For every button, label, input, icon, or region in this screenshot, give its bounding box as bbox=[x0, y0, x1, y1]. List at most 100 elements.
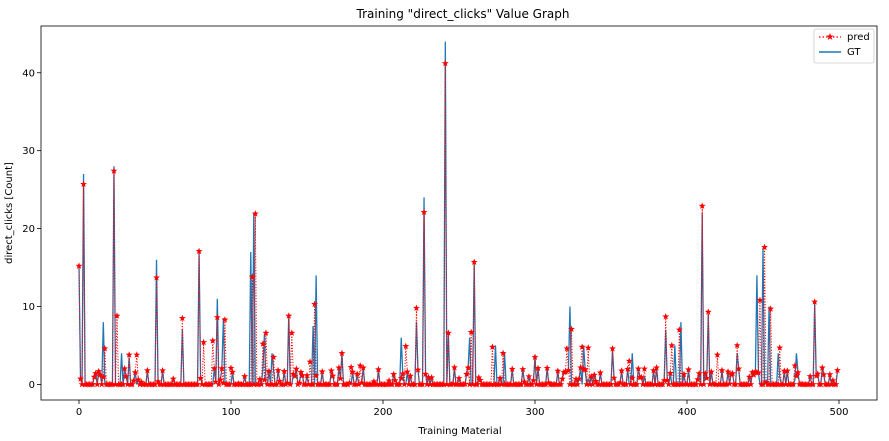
pred-point bbox=[262, 329, 270, 336]
pred-point bbox=[733, 341, 741, 349]
pred-point bbox=[596, 369, 604, 376]
pred-point bbox=[650, 366, 657, 374]
pred-point bbox=[610, 374, 618, 381]
pred-point bbox=[291, 372, 299, 380]
pred-point bbox=[692, 380, 700, 388]
pred-point bbox=[697, 380, 705, 388]
pred-point bbox=[426, 380, 434, 388]
pred-point bbox=[811, 298, 819, 305]
pred-point bbox=[707, 368, 715, 375]
pred-point bbox=[558, 375, 566, 382]
pred-point bbox=[302, 380, 309, 388]
pred-point bbox=[780, 367, 788, 374]
pred-point bbox=[397, 374, 405, 382]
pred-point bbox=[265, 367, 273, 375]
pred-point bbox=[499, 349, 507, 357]
pred-point bbox=[423, 380, 431, 388]
pred-point bbox=[552, 380, 560, 388]
pred-point bbox=[92, 369, 100, 377]
pred-point bbox=[519, 365, 527, 373]
pred-point bbox=[761, 243, 768, 251]
pred-point bbox=[207, 380, 215, 388]
pred-point bbox=[641, 365, 648, 372]
pred-point bbox=[259, 340, 267, 347]
pred-point bbox=[420, 208, 428, 216]
pred-point bbox=[464, 364, 472, 371]
pred-point bbox=[264, 380, 271, 388]
x-tick-label: 200 bbox=[373, 407, 392, 418]
pred-point bbox=[276, 377, 284, 384]
x-axis-label: Training Material bbox=[417, 426, 501, 437]
pred-point bbox=[384, 380, 391, 388]
pred-point bbox=[791, 362, 799, 369]
pred-point bbox=[133, 351, 141, 358]
pred-point bbox=[574, 380, 581, 388]
pred-point bbox=[109, 380, 116, 388]
pred-point bbox=[829, 376, 837, 384]
pred-point bbox=[210, 364, 218, 372]
pred-point bbox=[508, 365, 516, 372]
pred-point bbox=[827, 380, 835, 388]
pred-point bbox=[618, 367, 626, 374]
pred-point bbox=[666, 369, 674, 377]
pred-point bbox=[634, 365, 642, 372]
y-axis: 0 10 20 30 40 bbox=[22, 68, 41, 391]
pred-point bbox=[289, 370, 297, 378]
pred-point bbox=[444, 329, 452, 336]
pred-point bbox=[473, 380, 481, 388]
pred-point bbox=[215, 380, 223, 388]
pred-point bbox=[292, 365, 300, 372]
pred-point bbox=[727, 370, 735, 378]
pred-point bbox=[286, 380, 294, 388]
legend: ★ pred GT bbox=[813, 28, 875, 64]
pred-line bbox=[78, 63, 838, 387]
pred-point bbox=[533, 380, 540, 388]
pred-point bbox=[124, 380, 132, 388]
pred-point bbox=[411, 380, 419, 388]
pred-point bbox=[637, 373, 645, 381]
pred-point bbox=[701, 369, 709, 377]
pred-point bbox=[809, 380, 817, 388]
pred-point bbox=[586, 380, 594, 388]
pred-point bbox=[390, 370, 398, 378]
pred-point bbox=[309, 380, 317, 388]
pred-point bbox=[443, 380, 451, 388]
pred-point bbox=[399, 370, 407, 377]
pred-point bbox=[726, 380, 733, 387]
pred-point bbox=[317, 380, 325, 388]
pred-point bbox=[668, 341, 676, 349]
pred-point bbox=[806, 372, 814, 380]
pred-point bbox=[639, 380, 647, 388]
pred-point bbox=[718, 366, 726, 374]
pred-point bbox=[595, 380, 603, 388]
pred-point bbox=[568, 325, 575, 333]
pred-point bbox=[713, 351, 721, 358]
pred-point bbox=[648, 380, 656, 388]
pred-point bbox=[779, 380, 787, 388]
pred-point bbox=[333, 380, 341, 388]
pred-point bbox=[660, 376, 668, 384]
pred-point bbox=[122, 372, 130, 380]
pred-point bbox=[732, 380, 740, 388]
pred-point bbox=[651, 380, 659, 388]
legend-pred-marker: ★ bbox=[826, 32, 835, 43]
pred-point bbox=[250, 380, 258, 388]
x-tick-label: 100 bbox=[221, 407, 240, 418]
pred-point bbox=[130, 377, 138, 384]
pred-point bbox=[306, 358, 314, 365]
pred-point bbox=[628, 374, 636, 381]
pred-point bbox=[712, 380, 720, 388]
pred-point bbox=[622, 380, 630, 388]
pred-point bbox=[200, 338, 208, 346]
pred-point bbox=[405, 380, 413, 388]
pred-point bbox=[583, 380, 591, 388]
pred-point bbox=[563, 344, 571, 352]
pred-point bbox=[413, 304, 420, 311]
pred-point bbox=[704, 308, 712, 315]
pred-point bbox=[662, 313, 670, 320]
pred-point bbox=[572, 375, 580, 382]
pred-point bbox=[463, 370, 471, 378]
y-tick-label: 0 bbox=[29, 380, 35, 391]
pred-point bbox=[157, 380, 165, 388]
pred-point bbox=[388, 380, 396, 388]
